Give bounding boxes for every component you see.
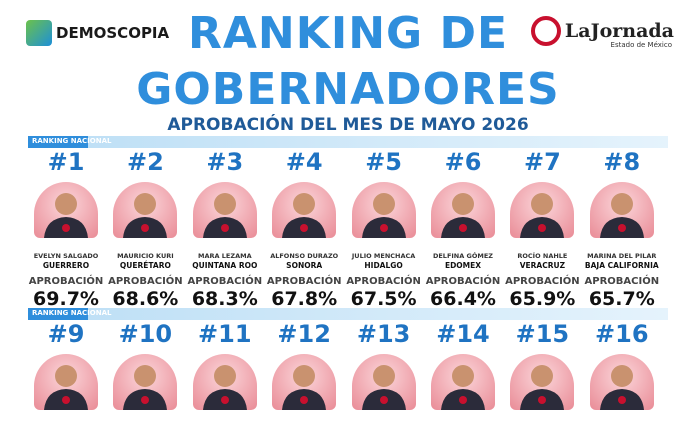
portrait (282, 193, 327, 238)
governor-name: ROCÍO NAHLE (517, 252, 568, 260)
rank: #11 (198, 320, 252, 348)
rank: #10 (118, 320, 173, 348)
logo (26, 20, 52, 46)
approval-label: APROBACIÓN (425, 276, 501, 287)
approval-value: 67.8% (271, 288, 338, 310)
approval-label: APROBACIÓN (108, 276, 183, 287)
portrait (44, 365, 88, 410)
governor-state: QUINTANA ROO (192, 261, 258, 270)
section-band: RANKING NACIONAL (28, 136, 668, 148)
portrait (202, 193, 247, 238)
rank: #7 (523, 148, 561, 176)
governor-state: QUERÉTARO (119, 261, 171, 270)
portrait (202, 365, 247, 410)
approval-value: 66.4% (430, 288, 496, 310)
governor-name: MARA LEZAMA (197, 252, 252, 260)
approval-value: 65.7% (588, 288, 655, 310)
rank: #8 (603, 148, 641, 176)
photo (510, 182, 575, 238)
governor-name: JULIO MENCHACA (351, 252, 416, 260)
rank: #6 (444, 148, 482, 176)
approval-label: APROBACIÓN (584, 276, 660, 287)
approval-label: APROBACIÓN (187, 276, 263, 287)
portrait (441, 193, 485, 238)
approval-value: 68.6% (112, 288, 179, 310)
governor-state: SONORA (286, 261, 323, 270)
photo (34, 182, 98, 238)
governor-state: BAJA CALIFORNIA (584, 261, 659, 270)
governor-state: GUERRERO (42, 261, 90, 270)
portrait (599, 365, 644, 410)
section-label: RANKING NACIONAL (32, 309, 112, 317)
photo (589, 354, 654, 410)
rank: #16 (595, 320, 649, 348)
brand-text: DEMOSCOPIA (56, 24, 170, 42)
governor-state: HIDALGO (364, 261, 403, 270)
photo (589, 182, 654, 238)
brand-subtext: Estado de México (610, 41, 672, 49)
rank: #5 (365, 148, 402, 176)
rank: #4 (285, 148, 323, 176)
portrait (441, 365, 485, 410)
subtitle: APROBACIÓN DEL MES DE MAYO 2026 (167, 115, 529, 135)
brand-text: LaJornada (564, 20, 674, 42)
rank: #15 (515, 320, 570, 348)
photo (272, 354, 337, 410)
brand-left: DEMOSCOPIA (26, 20, 169, 46)
approval-value: 69.7% (33, 288, 99, 310)
approval-value: 67.5% (350, 288, 417, 310)
photo (351, 354, 416, 410)
logo (530, 16, 561, 46)
portrait (123, 365, 168, 410)
photo (113, 354, 178, 410)
governor-name: MARINA DEL PILAR (587, 252, 657, 260)
section-band: RANKING NACIONAL (28, 308, 668, 320)
rank: #3 (206, 148, 244, 176)
approval-label: APROBACIÓN (505, 276, 580, 287)
governor-state: EDOMEX (444, 261, 482, 270)
governor-name: EVELYN SALGADO (33, 252, 99, 260)
governor-name: MAURICIO KURI (117, 252, 174, 260)
section-label: RANKING NACIONAL (32, 137, 112, 145)
photo (431, 182, 495, 238)
governor-name: DELFINA GÓMEZ (432, 252, 494, 260)
portrait (44, 193, 88, 238)
portrait (361, 193, 406, 238)
approval-value: 68.3% (191, 288, 258, 310)
brand-right: LaJornada (530, 16, 674, 46)
portrait (123, 193, 168, 238)
portrait (282, 365, 327, 410)
approval-label: APROBACIÓN (266, 276, 342, 287)
portrait (520, 193, 565, 238)
approval-label: APROBACIÓN (28, 276, 104, 287)
photo (351, 182, 416, 238)
photo (192, 182, 257, 238)
photo (431, 354, 495, 410)
photo (272, 182, 337, 238)
portrait (599, 193, 644, 238)
photo (113, 182, 178, 238)
rank: #14 (436, 320, 490, 348)
rank: #12 (277, 320, 331, 348)
portrait (520, 365, 565, 410)
governor-state: VERACRUZ (519, 261, 566, 270)
photo (34, 354, 98, 410)
photo (192, 354, 257, 410)
title: RANKING DE (187, 8, 509, 59)
rank: #13 (356, 320, 411, 348)
portrait (361, 365, 406, 410)
rank: #9 (47, 320, 85, 348)
rank: #2 (126, 148, 164, 176)
rank: #1 (47, 148, 85, 176)
approval-label: APROBACIÓN (346, 276, 421, 287)
governor-name: ALFONSO DURAZO (270, 252, 339, 260)
approval-value: 65.9% (509, 288, 576, 310)
title: GOBERNADORES (136, 64, 560, 115)
photo (510, 354, 575, 410)
